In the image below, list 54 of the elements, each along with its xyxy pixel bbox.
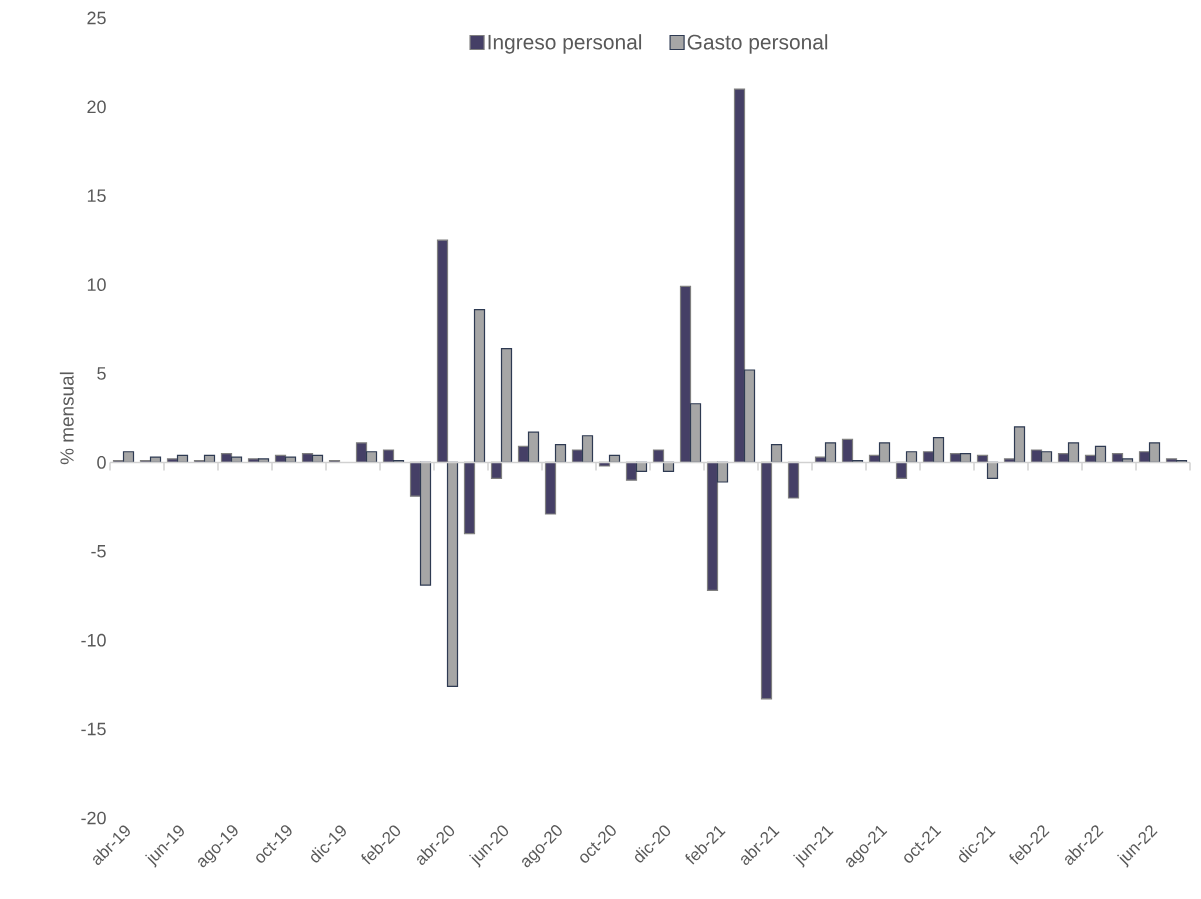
bar [490, 461, 503, 480]
bar [149, 456, 162, 464]
bar [1040, 451, 1053, 464]
bar [932, 436, 945, 464]
bar [895, 461, 908, 480]
bar [787, 461, 800, 499]
bar [905, 451, 918, 464]
legend-label: Ingreso personal [488, 34, 642, 54]
bar [689, 403, 702, 464]
y-tick-label: 10 [87, 278, 106, 291]
y-tick-label: 0 [97, 456, 106, 469]
y-tick-label: -10 [81, 633, 106, 647]
bar [986, 461, 999, 480]
bar [1067, 442, 1080, 464]
y-tick-label: 20 [87, 100, 106, 114]
bar [554, 444, 567, 464]
bar [419, 461, 432, 586]
bar [500, 348, 513, 464]
bar [1013, 426, 1026, 464]
bar [527, 431, 540, 464]
bar [625, 461, 638, 481]
bar [365, 451, 378, 464]
bar [743, 369, 756, 464]
bar [473, 308, 486, 464]
bar [284, 456, 297, 464]
bar [122, 451, 135, 464]
y-axis-title: % mensual [59, 372, 74, 465]
bar [1094, 445, 1107, 464]
bar [841, 438, 854, 464]
bar [355, 442, 368, 464]
bar [679, 285, 692, 464]
bar [230, 456, 243, 464]
bar [770, 444, 783, 464]
bar [581, 435, 594, 464]
bar [544, 461, 557, 515]
bar [463, 461, 476, 535]
y-tick-label: 25 [87, 11, 106, 25]
bar [733, 88, 746, 464]
y-tick-label: 15 [87, 189, 106, 203]
bar [706, 461, 719, 592]
bar [824, 442, 837, 464]
y-tick-label: -20 [81, 811, 106, 825]
legend-label: Gasto personal [687, 34, 828, 54]
bar [436, 239, 449, 464]
bar [716, 461, 729, 483]
bar [760, 461, 773, 700]
y-tick-label: -15 [81, 722, 106, 736]
y-tick-label: 5 [97, 367, 106, 380]
bar [1148, 442, 1161, 464]
bar [652, 449, 665, 464]
bar [382, 449, 395, 464]
y-tick-label: -5 [91, 545, 106, 558]
bar [446, 461, 459, 688]
bar [878, 442, 891, 464]
